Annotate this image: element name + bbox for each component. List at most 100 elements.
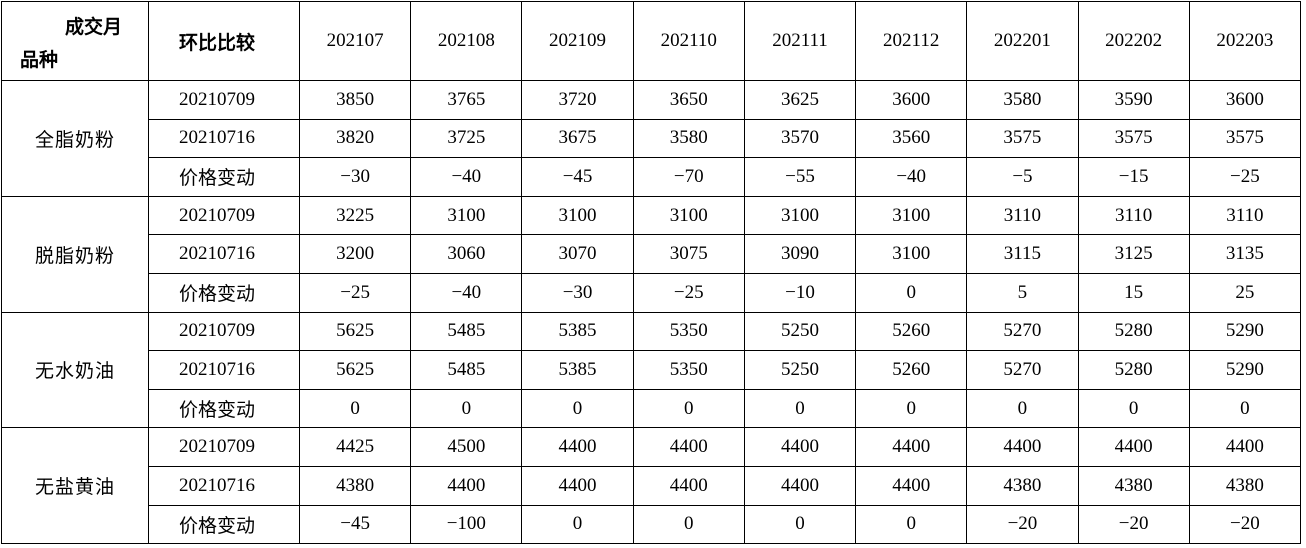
price-cell: −25 <box>632 272 745 313</box>
price-cell: 15 <box>1077 272 1190 313</box>
row-label: 20210716 <box>148 350 300 390</box>
price-cell: 4500 <box>410 427 523 467</box>
row-label: 20210709 <box>148 427 300 467</box>
data-row: 价格变动 −45 −100 0 0 0 0 −20 −20 −20 <box>2 504 1302 545</box>
price-cell: 4400 <box>410 465 523 506</box>
price-cell: 4400 <box>1188 427 1302 467</box>
price-cell: 3575 <box>966 118 1079 159</box>
price-cell: 3110 <box>1077 195 1190 236</box>
month-header: 202201 <box>966 1 1079 81</box>
price-cell: 0 <box>521 504 634 545</box>
month-header: 202111 <box>743 1 857 81</box>
price-cell: −45 <box>298 504 412 545</box>
price-cell: 4400 <box>855 427 968 467</box>
product-name: 脱脂奶粉 <box>1 195 149 313</box>
price-cell: 5625 <box>298 311 412 352</box>
row-label: 20210716 <box>148 465 300 506</box>
data-row: 20210716 4380 4400 4400 4400 4400 4400 4380 4380… <box>2 465 1302 506</box>
price-cell: 3570 <box>743 118 857 159</box>
price-cell: 3100 <box>410 195 523 236</box>
price-cell: 3100 <box>855 195 968 236</box>
row-label: 价格变动 <box>148 157 300 197</box>
month-header: 202110 <box>632 1 745 81</box>
price-cell: 3650 <box>632 80 745 120</box>
price-cell: 5385 <box>521 311 634 352</box>
data-row: 无水奶油 20210709 5625 5485 5385 5350 5250 5260 5270… <box>1 311 1302 429</box>
price-cell: 5290 <box>1188 350 1302 390</box>
price-cell: 3765 <box>410 80 523 120</box>
price-cell: 3580 <box>966 80 1079 120</box>
corner-bottom: 品种 <box>20 50 59 71</box>
price-cell: 5290 <box>1188 311 1302 352</box>
corner-top: 成交月 <box>64 17 122 38</box>
price-cell: 4400 <box>855 465 968 506</box>
product-name: 无水奶油 <box>1 311 149 429</box>
price-cell: 5385 <box>521 350 634 390</box>
price-cell: 3110 <box>966 195 1079 236</box>
price-cell: −20 <box>966 504 1079 545</box>
price-cell: 0 <box>966 388 1079 429</box>
header-row: 成交月 品种 环比比较 202107 202108 202109 202110 2021… <box>1 1 1302 81</box>
price-cell: −40 <box>410 157 523 197</box>
price-cell: 0 <box>743 388 857 429</box>
price-cell: 3600 <box>855 80 968 120</box>
price-cell: 5270 <box>966 350 1079 390</box>
month-header: 202108 <box>410 1 523 81</box>
price-cell: −70 <box>632 157 745 197</box>
price-cell: 5350 <box>632 311 745 352</box>
price-cell: 3725 <box>410 118 523 159</box>
price-cell: 3060 <box>410 234 523 274</box>
row-label: 20210709 <box>148 80 300 120</box>
price-cell: 3070 <box>521 234 634 274</box>
price-cell: −10 <box>743 272 857 313</box>
price-cell: −20 <box>1188 504 1302 545</box>
price-cell: 3125 <box>1077 234 1190 274</box>
price-cell: 0 <box>298 388 412 429</box>
row-label: 价格变动 <box>148 272 300 313</box>
price-cell: 4425 <box>298 427 412 467</box>
row-label: 20210709 <box>148 311 300 352</box>
data-row: 无盐黄油 20210709 4425 4500 4400 4400 4400 4400 4400… <box>1 427 1302 545</box>
price-cell: 5485 <box>410 350 523 390</box>
product-name: 全脂奶粉 <box>1 80 149 197</box>
price-cell: 5 <box>966 272 1079 313</box>
data-row: 价格变动 −25 −40 −30 −25 −10 0 5 15 25 <box>2 272 1302 313</box>
row-label: 价格变动 <box>148 504 300 545</box>
compare-header: 环比比较 <box>148 1 300 81</box>
price-cell: 3600 <box>1188 80 1302 120</box>
price-cell: 3575 <box>1077 118 1190 159</box>
price-cell: 3850 <box>298 80 412 120</box>
price-cell: −25 <box>298 272 412 313</box>
price-cell: 5250 <box>743 350 857 390</box>
price-cell: −55 <box>743 157 857 197</box>
month-header: 202107 <box>298 1 412 81</box>
price-cell: 5260 <box>855 311 968 352</box>
price-cell: 5250 <box>743 311 857 352</box>
price-cell: 0 <box>632 504 745 545</box>
month-header: 202203 <box>1188 1 1302 81</box>
price-cell: 0 <box>855 504 968 545</box>
price-cell: 4400 <box>521 427 634 467</box>
month-header: 202112 <box>855 1 968 81</box>
price-cell: 4400 <box>1077 427 1190 467</box>
price-cell: 3090 <box>743 234 857 274</box>
month-header: 202202 <box>1077 1 1190 81</box>
price-cell: 3625 <box>743 80 857 120</box>
price-cell: 3590 <box>1077 80 1190 120</box>
price-cell: 3720 <box>521 80 634 120</box>
price-cell: 3200 <box>298 234 412 274</box>
price-cell: 0 <box>855 388 968 429</box>
price-cell: 4380 <box>1077 465 1190 506</box>
price-cell: 3110 <box>1188 195 1302 236</box>
price-cell: 3135 <box>1188 234 1302 274</box>
price-cell: 4380 <box>1188 465 1302 506</box>
price-cell: 3225 <box>298 195 412 236</box>
price-cell: 3675 <box>521 118 634 159</box>
price-cell: 4380 <box>966 465 1079 506</box>
row-label: 20210709 <box>148 195 300 236</box>
price-cell: −100 <box>410 504 523 545</box>
row-label: 20210716 <box>148 118 300 159</box>
price-cell: 3115 <box>966 234 1079 274</box>
price-cell: −45 <box>521 157 634 197</box>
